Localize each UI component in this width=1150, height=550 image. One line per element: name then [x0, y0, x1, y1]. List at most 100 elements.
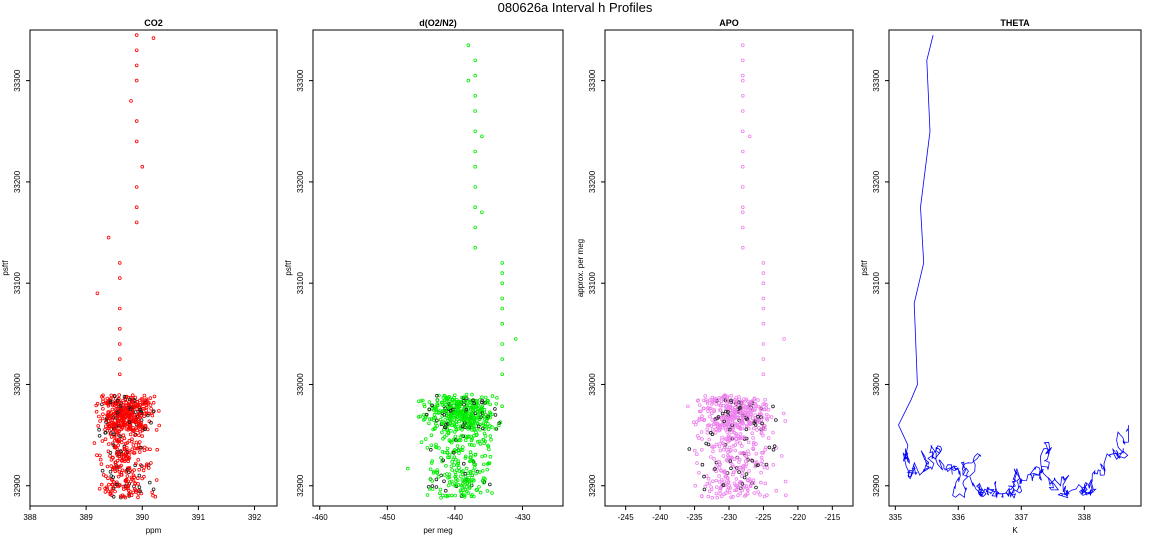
- data-point: [761, 321, 766, 326]
- data-point: [137, 485, 142, 490]
- data-point: [428, 467, 433, 472]
- data-point: [471, 459, 475, 463]
- data-point: [747, 134, 752, 139]
- data-point: [117, 469, 122, 474]
- y-tick-label: 33300: [872, 69, 881, 92]
- data-point: [735, 425, 740, 430]
- data-point: [746, 478, 750, 483]
- data-point: [754, 451, 759, 456]
- data-point: [447, 438, 452, 443]
- data-point: [721, 454, 726, 458]
- data-point: [118, 449, 123, 453]
- data-point: [738, 432, 743, 436]
- y-tick-label: 33100: [872, 272, 881, 295]
- data-point: [466, 425, 471, 429]
- data-point: [134, 119, 139, 123]
- data-point: [715, 495, 719, 500]
- data-point: [452, 395, 456, 400]
- data-point: [474, 433, 479, 438]
- data-point: [728, 459, 733, 463]
- data-point: [697, 470, 701, 475]
- data-point: [429, 443, 434, 448]
- data-point: [459, 424, 463, 428]
- data-point: [435, 403, 440, 407]
- data-point: [453, 473, 458, 477]
- x-axis-label: per meg: [423, 526, 452, 535]
- data-point: [439, 495, 443, 500]
- data-point: [103, 424, 108, 429]
- data-point: [490, 491, 494, 495]
- data-point: [467, 442, 472, 447]
- data-point: [734, 422, 739, 427]
- data-point: [442, 412, 446, 417]
- data-point: [105, 464, 110, 469]
- data-point: [758, 462, 763, 466]
- data-point: [726, 480, 730, 485]
- y-tick-label: 33200: [872, 170, 881, 193]
- data-point: [447, 455, 452, 460]
- data-point: [130, 437, 134, 442]
- data-point: [95, 453, 99, 458]
- y-tick-label: 33200: [588, 170, 597, 193]
- data-point: [740, 78, 745, 83]
- data-point: [135, 403, 140, 407]
- data-point: [714, 402, 718, 407]
- data-point: [120, 440, 124, 445]
- data-point: [115, 410, 120, 415]
- data-point: [429, 433, 434, 438]
- data-point: [452, 430, 457, 434]
- x-tick-label: -450: [379, 513, 396, 522]
- data-point: [700, 462, 705, 467]
- data-point: [125, 450, 130, 455]
- data-point: [716, 415, 721, 419]
- data-point: [740, 185, 745, 189]
- data-point: [122, 415, 127, 419]
- data-point: [468, 450, 473, 454]
- data-point: [449, 479, 454, 484]
- data-point: [439, 455, 443, 460]
- data-point: [733, 448, 737, 453]
- data-point: [447, 394, 451, 399]
- data-point: [113, 489, 117, 494]
- data-point: [465, 404, 469, 408]
- data-point: [460, 400, 464, 404]
- data-point: [732, 457, 737, 462]
- data-point: [473, 129, 478, 134]
- data-point: [127, 420, 132, 425]
- data-point: [724, 447, 729, 452]
- data-point: [446, 483, 451, 488]
- data-point: [427, 417, 432, 421]
- data-point: [500, 372, 505, 377]
- data-point: [481, 423, 485, 427]
- data-point: [104, 420, 108, 424]
- data-point: [131, 473, 136, 478]
- data-point: [736, 400, 741, 405]
- data-point: [742, 435, 747, 440]
- data-point: [740, 109, 745, 113]
- data-point: [700, 414, 704, 419]
- data-point: [138, 407, 143, 412]
- data-point: [500, 281, 505, 286]
- data-point: [783, 493, 788, 498]
- data-point: [95, 401, 100, 406]
- data-point: [752, 421, 756, 425]
- data-point: [429, 461, 434, 465]
- data-point: [460, 409, 465, 413]
- data-point: [420, 398, 425, 403]
- data-point: [711, 479, 715, 484]
- data-point: [475, 488, 480, 492]
- data-point: [500, 357, 505, 361]
- data-point: [477, 470, 482, 474]
- data-point: [735, 401, 739, 405]
- data-point: [747, 469, 751, 473]
- data-point: [714, 478, 718, 483]
- data-point: [782, 337, 786, 341]
- data-point: [469, 438, 474, 443]
- data-point: [470, 473, 475, 478]
- data-point: [440, 421, 445, 426]
- plot-frame: [29, 29, 278, 507]
- data-point: [419, 440, 424, 445]
- data-point: [478, 442, 483, 446]
- data-point: [121, 403, 126, 407]
- data-point: [779, 454, 784, 458]
